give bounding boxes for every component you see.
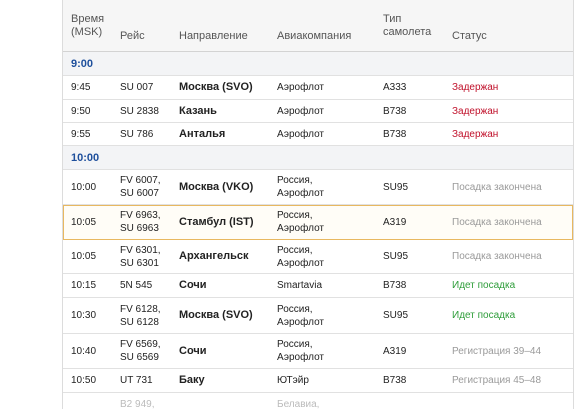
flight-row-highlighted[interactable]: 10:05 FV 6963, SU 6963 Стамбул (IST) Рос… — [63, 205, 573, 240]
time-group-label: 9:00 — [71, 57, 94, 70]
time-group-label: 10:00 — [71, 151, 100, 164]
flight-airline: Россия, Аэрофлот — [277, 175, 324, 199]
time-group-header: 10:00 — [63, 146, 573, 170]
flight-status: Посадка закончена — [452, 181, 542, 193]
flight-number: FV 6007, SU 6007 — [120, 175, 161, 199]
flight-time: 10:05 — [71, 216, 97, 228]
header-direction: Направление — [179, 30, 248, 42]
flight-plane-type: A333 — [383, 82, 407, 93]
flight-number: UT 731 — [120, 375, 153, 386]
flight-time: 10:40 — [71, 345, 97, 357]
flight-row[interactable]: 10:00 FV 6007, SU 6007 Москва (VKO) Росс… — [63, 170, 573, 205]
flight-status: Задержан — [452, 105, 499, 117]
flight-time: 9:55 — [71, 128, 91, 140]
flight-number: 5N 545 — [120, 280, 153, 291]
flight-plane-type: SU95 — [383, 181, 409, 193]
flight-row[interactable]: 10:05 FV 6301, SU 6301 Архангельск Росси… — [63, 240, 573, 274]
flight-status: Посадка закончена — [452, 251, 542, 262]
flight-status: Задержан — [452, 82, 499, 93]
flight-time: 9:45 — [71, 82, 91, 93]
flight-time: 10:00 — [71, 181, 97, 193]
flight-number: B2 949, — [120, 399, 155, 410]
header-time: Время (MSK) — [71, 13, 105, 38]
flight-status: Посадка закончена — [452, 216, 542, 228]
board-right-border — [573, 0, 574, 409]
flight-time: 10:05 — [71, 251, 97, 262]
flight-number: SU 786 — [120, 128, 154, 140]
flight-number: FV 6963, SU 6963 — [120, 210, 161, 234]
flight-status: Регистрация 45–48 — [452, 375, 542, 386]
header-plane-type: Тип самолета — [383, 13, 432, 38]
flight-airline: Россия, Аэрофлот — [277, 210, 324, 234]
flight-plane-type: SU95 — [383, 251, 409, 262]
flight-direction: Архангельск — [179, 250, 249, 262]
time-group-header: 9:00 — [63, 52, 573, 76]
flight-plane-type: B738 — [383, 128, 407, 140]
flight-plane-type: B738 — [383, 105, 407, 117]
flight-row[interactable]: 9:45 SU 007 Москва (SVO) Аэрофлот A333 З… — [63, 76, 573, 100]
flight-airline: Россия, Аэрофлот — [277, 303, 324, 328]
flight-number: FV 6301, SU 6301 — [120, 244, 161, 269]
flight-time: 9:50 — [71, 105, 91, 117]
flight-airline: Россия, Аэрофлот — [277, 244, 324, 269]
flight-airline: Аэрофлот — [277, 105, 324, 117]
flight-row[interactable]: 10:40 FV 6569, SU 6569 Сочи Россия, Аэро… — [63, 334, 573, 369]
flight-status: Идет посадка — [452, 280, 516, 291]
flight-row-partial[interactable]: B2 949, Белавиа, — [63, 393, 573, 410]
flight-airline: Smartavia — [277, 280, 323, 291]
flight-status: Идет посадка — [452, 310, 516, 321]
flight-status: Задержан — [452, 128, 499, 140]
flight-plane-type: SU95 — [383, 310, 409, 321]
flight-plane-type: B738 — [383, 375, 407, 386]
header-flight: Рейс — [120, 30, 145, 42]
flight-plane-type: B738 — [383, 280, 407, 291]
flight-direction: Анталья — [179, 127, 226, 140]
flight-number: FV 6569, SU 6569 — [120, 339, 161, 363]
flight-number: SU 2838 — [120, 105, 159, 117]
flight-direction: Баку — [179, 374, 205, 386]
board-left-border — [62, 0, 63, 409]
flight-direction: Казань — [179, 104, 217, 117]
flight-row[interactable]: 10:15 5N 545 Сочи Smartavia B738 Идет по… — [63, 274, 573, 298]
flight-number: SU 007 — [120, 82, 154, 93]
flight-airline: Белавиа, — [277, 399, 320, 410]
flight-direction: Москва (VKO) — [179, 180, 254, 193]
flight-time: 10:30 — [71, 310, 97, 321]
flight-row[interactable]: 9:55 SU 786 Анталья Аэрофлот B738 Задерж… — [63, 123, 573, 146]
flight-row[interactable]: 10:50 UT 731 Баку ЮТэйр B738 Регистрация… — [63, 369, 573, 393]
flight-direction: Стамбул (IST) — [179, 215, 254, 228]
flight-status: Регистрация 39–44 — [452, 345, 542, 357]
flight-direction: Сочи — [179, 279, 207, 291]
flight-airline: Россия, Аэрофлот — [277, 339, 324, 363]
flight-plane-type: A319 — [383, 216, 407, 228]
flight-row[interactable]: 10:30 FV 6128, SU 6128 Москва (SVO) Росс… — [63, 298, 573, 334]
flight-time: 10:15 — [71, 280, 97, 291]
flight-airline: Аэрофлот — [277, 82, 324, 93]
flight-airline: ЮТэйр — [277, 375, 309, 386]
flight-airline: Аэрофлот — [277, 128, 324, 140]
flight-number: FV 6128, SU 6128 — [120, 303, 161, 328]
header-status: Статус — [452, 30, 487, 42]
flight-time: 10:50 — [71, 375, 97, 386]
header-airline: Авиакомпания — [277, 30, 352, 42]
flight-direction: Сочи — [179, 344, 207, 357]
table-header: Время (MSK) Рейс Направление Авиакомпани… — [63, 0, 573, 52]
flight-plane-type: A319 — [383, 345, 407, 357]
flight-row[interactable]: 9:50 SU 2838 Казань Аэрофлот B738 Задерж… — [63, 100, 573, 123]
flight-direction: Москва (SVO) — [179, 309, 253, 321]
flight-direction: Москва (SVO) — [179, 81, 253, 93]
